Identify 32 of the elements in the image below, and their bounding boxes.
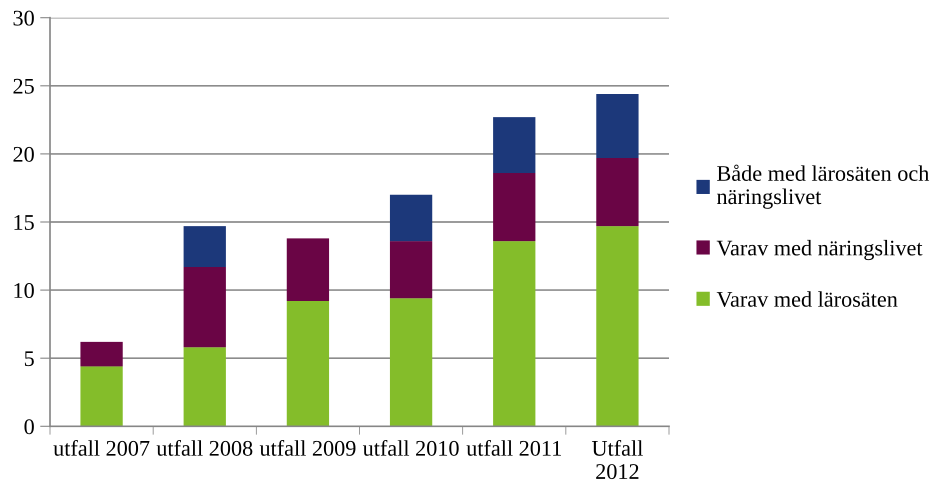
bar <box>80 366 123 426</box>
x-tick-label: utfall 2009 <box>260 440 356 456</box>
bar <box>493 241 536 426</box>
y-tick-label: 0 <box>24 419 34 434</box>
x-tick-label: utfall 2010 <box>362 440 459 456</box>
bar <box>596 94 639 158</box>
bar <box>184 347 226 426</box>
legend-label: Varav med lärosäten <box>716 291 898 307</box>
y-tick-label: 20 <box>13 146 34 162</box>
bar <box>493 117 536 173</box>
y-tick-label: 5 <box>24 351 34 366</box>
y-tick-label: 25 <box>13 78 34 94</box>
x-tick-label: Utfall 2012 <box>592 440 643 480</box>
legend-label: Både med lärosäten och näringslivet <box>716 164 930 209</box>
bar <box>184 226 226 267</box>
x-tick-label: utfall 2007 <box>53 440 150 456</box>
bar <box>80 342 123 366</box>
bar <box>596 158 639 226</box>
y-tick-label: 10 <box>14 283 34 298</box>
bar <box>286 300 330 426</box>
bar <box>286 238 330 301</box>
bar <box>493 172 536 242</box>
bar <box>390 241 432 298</box>
bar <box>390 194 432 242</box>
x-tick-label: utfall 2011 <box>466 440 561 456</box>
x-tick-label: utfall 2008 <box>156 440 252 456</box>
legend-label: Varav med näringslivet <box>716 240 922 260</box>
bar <box>184 266 226 348</box>
bar <box>390 298 432 426</box>
bar <box>596 226 639 426</box>
y-tick-label: 15 <box>14 215 34 230</box>
y-tick-label: 30 <box>14 10 34 26</box>
